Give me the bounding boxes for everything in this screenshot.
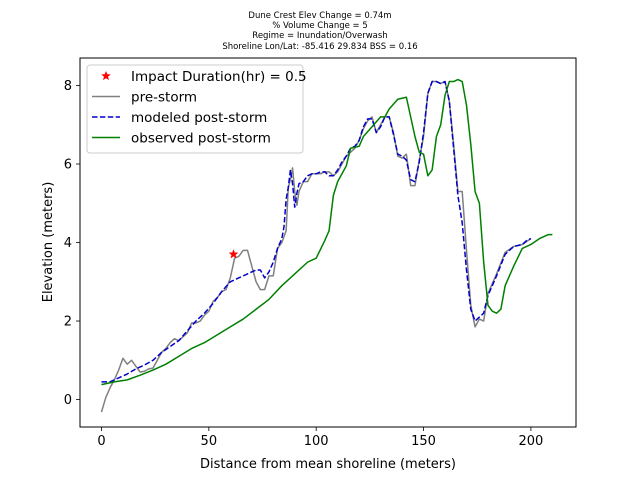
y-tick-label: 8 [64, 79, 72, 94]
impact-star-marker [228, 249, 239, 259]
x-tick-label: 0 [97, 434, 105, 449]
title-line-1: Dune Crest Elev Change = 0.74m [248, 11, 391, 21]
marker-layer [228, 249, 239, 259]
x-axis-ticks: 0 50 100 150 200 [97, 427, 543, 449]
series-modeled-post-storm-line [101, 80, 532, 383]
legend-box [86, 64, 304, 154]
legend-item-modeled-post-storm: modeled post-storm [92, 110, 267, 126]
title-line-2: % Volume Change = 5 [272, 21, 368, 31]
y-tick-label: 4 [64, 236, 72, 251]
y-axis-label: Elevation (meters) [41, 182, 56, 303]
legend-item-observed-post-storm: observed post-storm [92, 130, 271, 146]
y-tick-label: 0 [64, 393, 72, 408]
legend-star-icon [101, 70, 111, 81]
x-tick-label: 200 [518, 434, 543, 449]
legend-item-pre-storm: pre-storm [92, 89, 197, 105]
legend-label: Impact Duration(hr) = 0.5 [131, 69, 307, 85]
legend-label: pre-storm [131, 89, 197, 105]
y-axis-ticks: 0 2 4 6 8 [64, 79, 80, 408]
y-tick-label: 2 [64, 315, 72, 330]
legend: Impact Duration(hr) = 0.5 pre-storm modele… [86, 64, 307, 154]
y-tick-label: 6 [64, 157, 72, 172]
chart-title: Dune Crest Elev Change = 0.74m % Volume … [222, 11, 417, 52]
x-tick-label: 50 [201, 434, 218, 449]
series-observed-post-storm-line [101, 78, 553, 386]
series-layer [100, 78, 553, 413]
x-axis-label: Distance from mean shoreline (meters) [200, 457, 456, 472]
title-line-4: Shoreline Lon/Lat: -85.416 29.834 BSS = … [222, 42, 417, 52]
title-line-3: Regime = Inundation/Overwash [252, 31, 387, 41]
legend-label: modeled post-storm [131, 110, 267, 126]
legend-label: observed post-storm [131, 130, 271, 146]
legend-item-impact-duration-hr-0-5: Impact Duration(hr) = 0.5 [101, 69, 307, 85]
x-tick-label: 150 [411, 434, 436, 449]
x-tick-label: 100 [304, 434, 329, 449]
